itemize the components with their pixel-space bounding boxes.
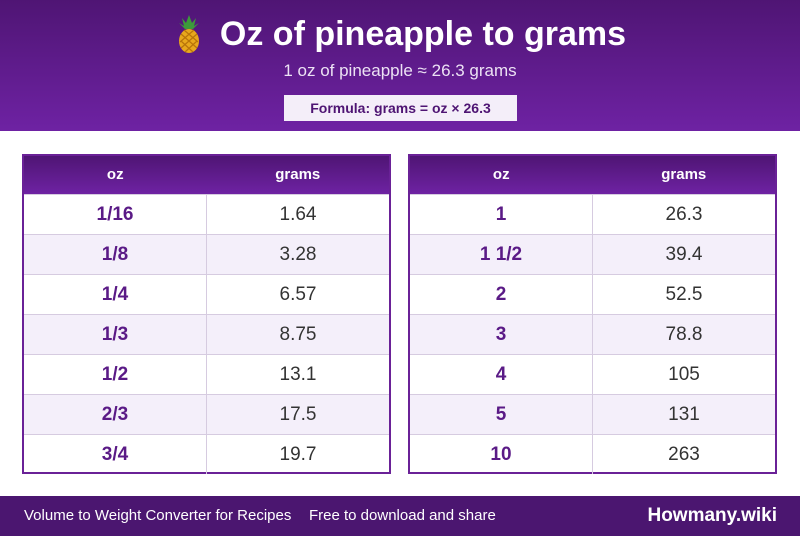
column-header-oz: oz	[106, 166, 124, 183]
table-row: 1 26.3	[410, 194, 775, 234]
grams-cell: 17.5	[279, 404, 317, 425]
oz-cell: 3	[410, 315, 593, 354]
grams-cell: 263	[668, 444, 700, 465]
grams-cell: 39.4	[665, 244, 703, 265]
oz-cell: 2	[410, 275, 593, 314]
grams-cell: 1.64	[279, 204, 317, 225]
table-row: 1 1/2 39.4	[410, 234, 775, 274]
oz-cell: 4	[410, 355, 593, 394]
table-header: oz grams	[410, 156, 775, 194]
table-row: 3/4 19.7	[24, 434, 389, 474]
oz-cell: 1	[410, 195, 593, 234]
oz-cell: 1/16	[24, 195, 207, 234]
column-header-oz: oz	[492, 166, 510, 183]
column-header-grams: grams	[275, 166, 321, 183]
grams-cell: 19.7	[279, 444, 317, 465]
grams-cell: 131	[668, 404, 700, 425]
table-row: 1/2 13.1	[24, 354, 389, 394]
oz-cell: 1/3	[24, 315, 207, 354]
table-row: 3 78.8	[410, 314, 775, 354]
table-header: oz grams	[24, 156, 389, 194]
grams-cell: 13.1	[279, 364, 317, 385]
grams-cell: 78.8	[665, 324, 703, 345]
grams-cell: 105	[668, 364, 700, 385]
footer-tagline: Volume to Weight Converter for Recipes	[24, 507, 292, 524]
page-title: Oz of pineapple to grams	[219, 15, 627, 53]
footer: Volume to Weight Converter for Recipes F…	[0, 496, 800, 536]
column-header-grams: grams	[661, 166, 707, 183]
header: Oz of pineapple to grams 1 oz of pineapp…	[0, 0, 800, 131]
pineapple-icon	[178, 15, 199, 53]
table-row: 1/3 8.75	[24, 314, 389, 354]
grams-cell: 6.57	[279, 284, 317, 305]
grams-cell: 26.3	[665, 204, 703, 225]
table-row: 1/4 6.57	[24, 274, 389, 314]
conversion-table-left: oz grams 1/16 1.64 1/8 3.28 1/4 6.57 1/3…	[22, 154, 391, 474]
conversion-table-right: oz grams 1 26.3 1 1/2 39.4 2 52.5 3 78.8…	[408, 154, 777, 474]
oz-cell: 1/8	[24, 235, 207, 274]
table-row: 5 131	[410, 394, 775, 434]
grams-cell: 3.28	[279, 244, 317, 265]
oz-cell: 1/2	[24, 355, 207, 394]
brand-link[interactable]: Howmany.wiki	[647, 505, 777, 526]
oz-cell: 2/3	[24, 395, 207, 434]
grams-cell: 8.75	[279, 324, 317, 345]
table-row: 2/3 17.5	[24, 394, 389, 434]
oz-cell: 10	[410, 435, 593, 474]
table-row: 4 105	[410, 354, 775, 394]
table-row: 2 52.5	[410, 274, 775, 314]
grams-cell: 52.5	[665, 284, 703, 305]
oz-cell: 1/4	[24, 275, 207, 314]
table-row: 1/8 3.28	[24, 234, 389, 274]
formula-badge: Formula: grams = oz × 26.3	[284, 95, 517, 121]
oz-cell: 3/4	[24, 435, 207, 474]
footer-share-note: Free to download and share	[309, 507, 496, 524]
title-row: Oz of pineapple to grams	[0, 14, 800, 54]
subtitle: 1 oz of pineapple ≈ 26.3 grams	[283, 61, 517, 80]
table-row: 1/16 1.64	[24, 194, 389, 234]
table-row: 10 263	[410, 434, 775, 474]
oz-cell: 5	[410, 395, 593, 434]
oz-cell: 1 1/2	[410, 235, 593, 274]
